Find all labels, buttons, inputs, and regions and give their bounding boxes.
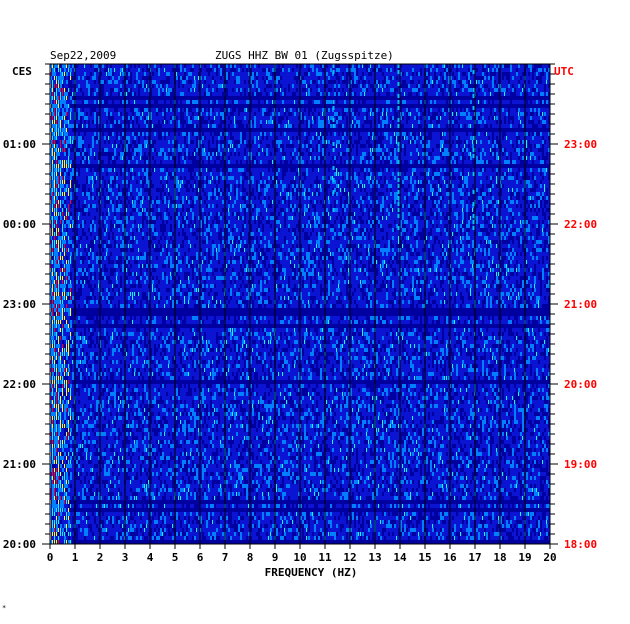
feature-line-3 bbox=[472, 202, 475, 206]
feature-line-3 bbox=[472, 220, 475, 224]
plot-area bbox=[49, 63, 551, 545]
right-tick-label: 23:00 bbox=[564, 138, 597, 151]
spectral-cells-level-5 bbox=[50, 72, 71, 544]
x-tick-label: 11 bbox=[318, 551, 332, 564]
right-tick-label: 22:00 bbox=[564, 218, 597, 231]
left-tick-label: 00:00 bbox=[3, 218, 36, 231]
left-tick-label: 20:00 bbox=[3, 538, 36, 551]
feature-line-2 bbox=[397, 214, 400, 218]
x-tick-label: 5 bbox=[172, 551, 179, 564]
feature-line-2 bbox=[397, 94, 400, 98]
feature-line-2 bbox=[397, 190, 400, 194]
x-tick-label: 9 bbox=[272, 551, 279, 564]
x-tick-label: 14 bbox=[393, 551, 407, 564]
date-label: Sep22,2009 bbox=[50, 49, 116, 62]
feature-line-3 bbox=[472, 172, 475, 176]
feature-line-1 bbox=[332, 166, 335, 170]
feature-line-1 bbox=[332, 100, 335, 104]
x-tick-label: 1 bbox=[72, 551, 79, 564]
feature-line-2 bbox=[397, 70, 400, 74]
left-y-axis: 01:00 00:00 23:00 22:00 21:00 20:00 bbox=[3, 63, 50, 551]
x-tick-label: 2 bbox=[97, 551, 104, 564]
feature-line-1 bbox=[332, 178, 335, 182]
x-tick-label: 12 bbox=[343, 551, 356, 564]
right-tick-label: 21:00 bbox=[564, 298, 597, 311]
feature-line-2 bbox=[397, 196, 400, 200]
x-tick-label: 8 bbox=[247, 551, 254, 564]
left-axis-label: CES bbox=[12, 65, 32, 78]
feature-line-1 bbox=[332, 118, 335, 122]
feature-line-2 bbox=[397, 202, 400, 206]
feature-line-2 bbox=[397, 160, 400, 164]
x-tick-label: 18 bbox=[493, 551, 506, 564]
feature-line-1 bbox=[332, 208, 335, 212]
feature-line-3 bbox=[472, 136, 475, 140]
x-tick-label: 17 bbox=[468, 551, 481, 564]
feature-line-3 bbox=[472, 70, 475, 74]
feature-line-2 bbox=[397, 208, 400, 212]
x-tick-label: 16 bbox=[443, 551, 457, 564]
x-tick-label: 7 bbox=[222, 551, 229, 564]
x-tick-label: 0 bbox=[47, 551, 54, 564]
x-tick-label: 20 bbox=[543, 551, 556, 564]
x-tick-label: 15 bbox=[418, 551, 431, 564]
left-tick-label: 21:00 bbox=[3, 458, 36, 471]
spectral-cells-level-0 bbox=[52, 64, 550, 544]
feature-line-3 bbox=[472, 154, 475, 158]
feature-line-3 bbox=[472, 226, 475, 230]
feature-line-2 bbox=[397, 142, 400, 146]
x-tick-label: 3 bbox=[122, 551, 129, 564]
feature-line-3 bbox=[472, 190, 475, 194]
footnote-mark: * bbox=[2, 604, 7, 612]
right-y-axis: 23:00 22:00 21:00 20:00 19:00 18:00 bbox=[550, 63, 597, 551]
feature-line-2 bbox=[397, 64, 400, 68]
feature-line-2 bbox=[397, 172, 400, 176]
feature-line-3 bbox=[472, 148, 475, 152]
x-axis: 0 1 2 3 4 5 6 7 8 9 10 11 12 13 14 15 16 17 18 19 20 bbox=[47, 544, 557, 564]
x-tick-label: 4 bbox=[147, 551, 154, 564]
feature-line-2 bbox=[397, 184, 400, 188]
feature-line-2 bbox=[397, 148, 400, 152]
x-tick-label: 6 bbox=[197, 551, 204, 564]
left-tick-label: 01:00 bbox=[3, 138, 36, 151]
right-tick-label: 20:00 bbox=[564, 378, 597, 391]
feature-line-1 bbox=[332, 124, 335, 128]
x-tick-label: 13 bbox=[368, 551, 381, 564]
feature-line-3 bbox=[472, 94, 475, 98]
right-axis-label: UTC bbox=[554, 65, 574, 78]
right-tick-label: 19:00 bbox=[564, 458, 597, 471]
x-tick-label: 10 bbox=[293, 551, 306, 564]
right-tick-label: 18:00 bbox=[564, 538, 597, 551]
feature-line-3 bbox=[472, 214, 475, 218]
feature-line-2 bbox=[397, 100, 400, 104]
feature-line-2 bbox=[397, 178, 400, 182]
feature-line-2 bbox=[397, 124, 400, 128]
feature-line-1 bbox=[332, 70, 335, 74]
chart-title: ZUGS HHZ BW 01 (Zugsspitze) bbox=[215, 49, 394, 62]
left-tick-label: 23:00 bbox=[3, 298, 36, 311]
feature-line-1 bbox=[332, 64, 335, 68]
feature-line-2 bbox=[397, 106, 400, 110]
feature-line-1 bbox=[332, 148, 335, 152]
feature-line-1 bbox=[332, 106, 335, 110]
x-axis-title: FREQUENCY (HZ) bbox=[265, 566, 358, 579]
feature-line-2 bbox=[397, 118, 400, 122]
feature-line-3 bbox=[472, 106, 475, 110]
x-tick-label: 19 bbox=[518, 551, 531, 564]
feature-line-3 bbox=[472, 88, 475, 92]
left-tick-label: 22:00 bbox=[3, 378, 36, 391]
feature-line-1 bbox=[332, 142, 335, 146]
feature-line-1 bbox=[332, 190, 335, 194]
feature-line-2 bbox=[397, 82, 400, 86]
feature-line-2 bbox=[397, 226, 400, 230]
